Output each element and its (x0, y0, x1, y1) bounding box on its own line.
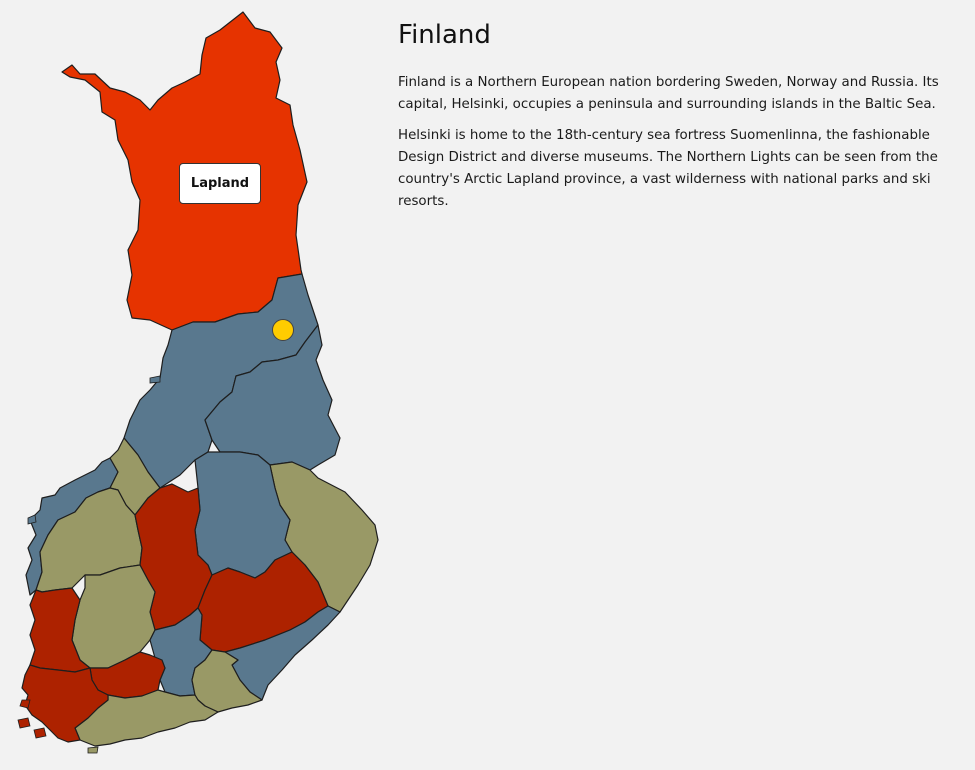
region-kymenlaakso[interactable] (191, 649, 263, 713)
description-paragraph-2: Helsinki is home to the 18th-century sea… (398, 128, 938, 209)
islet-1 (17, 717, 31, 729)
info-panel: Finland Finland is a Northern European n… (398, 20, 963, 222)
islet-6 (27, 514, 37, 525)
location-marker[interactable] (272, 319, 294, 341)
region-tooltip: Lapland (179, 163, 261, 204)
description-paragraph-1: Finland is a Northern European nation bo… (398, 75, 939, 112)
islet-5 (149, 375, 161, 384)
country-title: Finland (398, 20, 491, 50)
islet-3 (19, 699, 31, 709)
tooltip-label: Lapland (190, 176, 250, 191)
islet-2 (33, 727, 47, 739)
finland-map: Lapland (0, 0, 390, 770)
map-svg (17, 11, 379, 754)
islet-4 (87, 746, 99, 754)
